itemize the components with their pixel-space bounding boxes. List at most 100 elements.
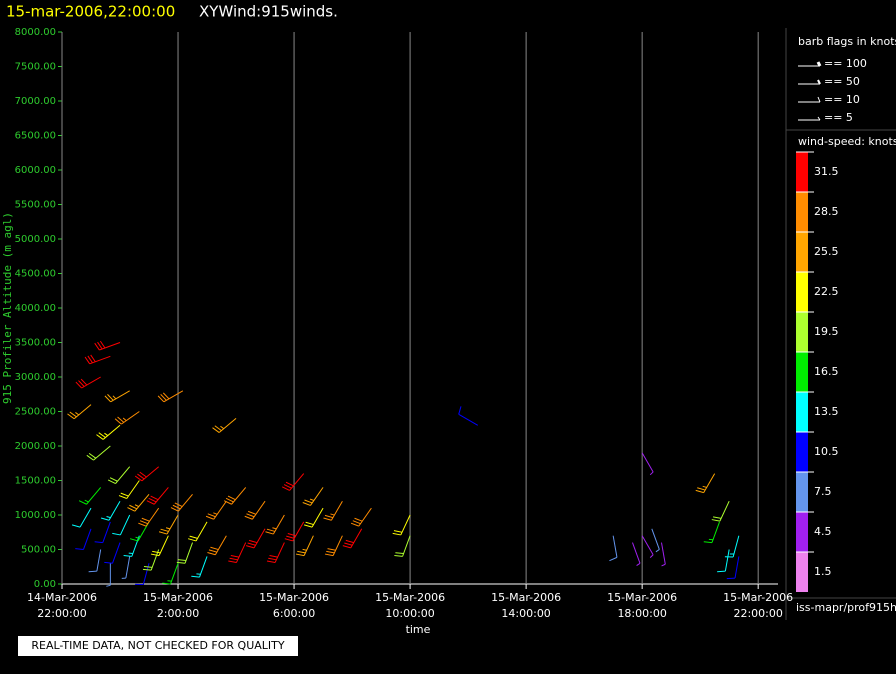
- barb-staff: [292, 521, 305, 542]
- wind-barb: [162, 563, 179, 585]
- wind-barb: [205, 500, 227, 520]
- wind-barb: [86, 445, 111, 461]
- barb-half: [636, 562, 641, 566]
- x-tick-label: 15-Mar-2006: [607, 591, 677, 604]
- legend-barb: [798, 96, 821, 103]
- barb-full: [302, 502, 311, 506]
- barb-staff: [252, 500, 266, 520]
- barb-full: [90, 354, 96, 363]
- wind-barb: [660, 542, 666, 567]
- barb-half: [112, 395, 117, 400]
- barb-full: [392, 532, 401, 536]
- barb-staff: [303, 535, 314, 556]
- barb-full: [69, 411, 77, 418]
- barb-staff: [166, 514, 179, 535]
- wind-barb: [641, 452, 654, 476]
- colorbar-segment: [796, 552, 808, 592]
- barb-full: [137, 473, 145, 480]
- barb-full: [99, 340, 106, 349]
- barb-full: [104, 395, 111, 403]
- barb-full: [78, 500, 87, 505]
- legend-label: == 50: [824, 75, 860, 88]
- barb-staff: [660, 542, 666, 565]
- barb-full: [269, 555, 278, 558]
- y-tick-label: 3000.00: [15, 372, 56, 383]
- wind-barb: [641, 535, 654, 558]
- barb-full: [245, 545, 255, 549]
- barb-full: [104, 561, 113, 564]
- barb-half: [75, 412, 80, 416]
- barb-full: [225, 497, 234, 503]
- wind-barb: [302, 487, 324, 506]
- barb-staff: [350, 528, 363, 549]
- colorbar-label: 16.5: [814, 365, 839, 378]
- barb-full: [94, 541, 103, 544]
- barb-full: [97, 341, 103, 350]
- barb-full: [284, 538, 293, 542]
- wind-barb: [78, 487, 102, 505]
- barb-full: [287, 533, 296, 537]
- legend-flag: [817, 79, 821, 85]
- barb-full: [86, 454, 94, 461]
- barb-full: [281, 486, 290, 491]
- barb-staff: [125, 556, 131, 579]
- barb-full: [227, 495, 236, 501]
- barb-full: [268, 557, 277, 561]
- barb-full: [138, 522, 147, 527]
- barb-full: [354, 517, 363, 522]
- wind-barb: [324, 535, 343, 557]
- barb-full: [98, 432, 106, 438]
- barb-full: [162, 582, 171, 585]
- barb-full: [323, 517, 332, 521]
- barb-staff: [115, 466, 131, 484]
- barb-full: [176, 561, 186, 564]
- legend-barb: [798, 116, 821, 121]
- barb-full: [286, 535, 295, 539]
- colorbar-segment: [796, 312, 808, 352]
- colorbar-label: 1.5: [814, 565, 832, 578]
- wind-barb: [304, 507, 324, 528]
- barb-staff: [99, 342, 121, 351]
- wind-barb: [123, 535, 140, 557]
- y-axis-label: 915 Profiler Altitude (m agl): [1, 212, 14, 404]
- barb-staff: [150, 549, 160, 571]
- barb-full: [88, 452, 97, 459]
- barb-full: [285, 481, 294, 487]
- wind-barb: [176, 542, 194, 564]
- barb-full: [247, 542, 256, 546]
- barb-full: [697, 487, 706, 491]
- wind-barb: [100, 500, 121, 521]
- barb-full: [84, 356, 91, 365]
- wind-barb: [104, 390, 130, 403]
- wind-barb: [134, 466, 160, 482]
- legend-barb: [798, 61, 822, 67]
- barb-staff: [158, 535, 169, 556]
- barb-full: [205, 515, 214, 520]
- barb-full: [208, 549, 218, 553]
- colorbar-segment: [796, 272, 808, 312]
- barb-full: [96, 434, 104, 440]
- y-tick-label: 6000.00: [15, 165, 56, 176]
- barb-full: [609, 556, 618, 562]
- y-tick-label: 5000.00: [15, 234, 56, 245]
- colorbar-label: 13.5: [814, 405, 839, 418]
- barb-half: [661, 563, 666, 567]
- colorbar-label: 7.5: [814, 485, 832, 498]
- wind-barb: [265, 514, 285, 535]
- barb-half: [302, 548, 307, 551]
- barb-full: [189, 535, 198, 539]
- wind-barb: [127, 493, 150, 512]
- wind-barb: [212, 418, 237, 433]
- chart-subtitle: XYWind:915winds.: [199, 3, 338, 21]
- barb-full: [265, 531, 274, 535]
- barb-full: [123, 555, 132, 557]
- wind-barb: [71, 507, 92, 528]
- wind-barb: [724, 535, 740, 558]
- barb-full: [246, 513, 255, 518]
- barb-full: [71, 524, 81, 528]
- wind-barb: [107, 466, 131, 485]
- wind-barb: [88, 549, 102, 573]
- wind-barb: [142, 549, 160, 571]
- barb-staff: [178, 493, 193, 512]
- y-tick-label: 4000.00: [15, 303, 56, 314]
